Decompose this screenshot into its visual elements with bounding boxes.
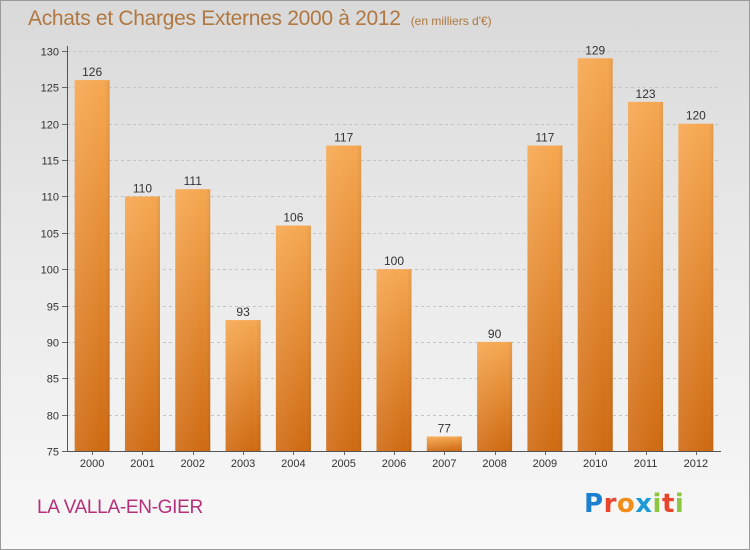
x-tick-label: 2003 — [231, 458, 255, 470]
y-tick-label: 90 — [47, 338, 59, 350]
x-tick-label: 2005 — [331, 458, 355, 470]
y-tick-label: 95 — [47, 302, 59, 314]
bar-value-label: 93 — [236, 305, 250, 319]
bar-value-label: 123 — [636, 87, 656, 101]
y-tick-label: 115 — [41, 156, 59, 168]
chart-title-unit: (en milliers d'€) — [410, 14, 492, 28]
bar-shade — [175, 189, 211, 451]
commune-name: LA VALLA-EN-GIER — [37, 497, 203, 518]
y-tick-label: 125 — [41, 83, 59, 95]
x-tick-label: 2004 — [281, 458, 305, 470]
logo-letter: o — [616, 489, 636, 519]
y-tick-label: 75 — [47, 447, 59, 459]
x-tick-label: 2007 — [432, 458, 456, 470]
bars — [74, 58, 714, 452]
x-tick-label: 2010 — [583, 458, 607, 470]
y-tick-label: 105 — [41, 229, 59, 241]
bar-shade — [376, 269, 412, 451]
bar-shade — [577, 58, 613, 451]
bar-shade — [527, 145, 563, 451]
x-tick-label: 2006 — [382, 458, 406, 470]
bar-shade — [628, 101, 664, 451]
bar-value-label: 77 — [438, 421, 452, 435]
bar-value-label: 111 — [184, 174, 203, 188]
bar-shade — [326, 145, 362, 451]
bar-value-label: 90 — [488, 327, 502, 341]
bar-value-label: 106 — [283, 211, 303, 225]
y-tick-label: 120 — [41, 120, 59, 132]
bar-value-label: 129 — [585, 43, 605, 57]
logo-letter: x — [635, 489, 653, 519]
y-tick-label: 80 — [47, 411, 59, 423]
logo-letter: i — [674, 489, 685, 519]
bar-value-label: 100 — [384, 254, 404, 268]
x-tick-label: 2009 — [533, 458, 557, 470]
x-tick-label: 2000 — [80, 458, 104, 470]
chart-title-text: Achats et Charges Externes 2000 à 2012 — [28, 7, 401, 30]
bar-shade — [225, 320, 261, 451]
bar-value-label: 110 — [133, 181, 152, 195]
bar-shade — [678, 123, 714, 452]
bar-shade — [275, 225, 311, 451]
bar-shade — [74, 80, 110, 451]
x-tick-label: 2011 — [634, 458, 658, 470]
proxiti-logo: Proxiti — [584, 489, 684, 519]
bar-value-label: 117 — [535, 131, 554, 145]
y-tick-label: 85 — [47, 374, 59, 386]
x-tick-label: 2012 — [684, 458, 708, 470]
logo-letter: t — [661, 489, 675, 519]
bar-value-label: 126 — [82, 65, 102, 79]
y-tick-label: 100 — [41, 265, 59, 277]
labels: 75 80 85 90 95 100 105 110 115 120 125 130 126 2000 11… — [41, 43, 708, 470]
logo-letter: P — [584, 489, 604, 519]
bar-value-label: 117 — [334, 131, 353, 145]
y-tick-label: 130 — [41, 47, 59, 59]
x-tick-label: 2008 — [482, 458, 506, 470]
bar-value-label: 120 — [686, 109, 706, 123]
bar-shade — [124, 196, 160, 451]
chart-title: Achats et Charges Externes 2000 à 2012 (e… — [28, 7, 492, 31]
x-tick-label: 2001 — [130, 458, 154, 470]
logo-letter: i — [652, 489, 662, 519]
y-tick-label: 110 — [41, 192, 59, 204]
axes — [62, 46, 721, 455]
bar-shade — [477, 341, 513, 451]
bar-shade — [426, 436, 462, 451]
logo-letter: r — [603, 489, 617, 519]
x-tick-label: 2002 — [181, 458, 205, 470]
